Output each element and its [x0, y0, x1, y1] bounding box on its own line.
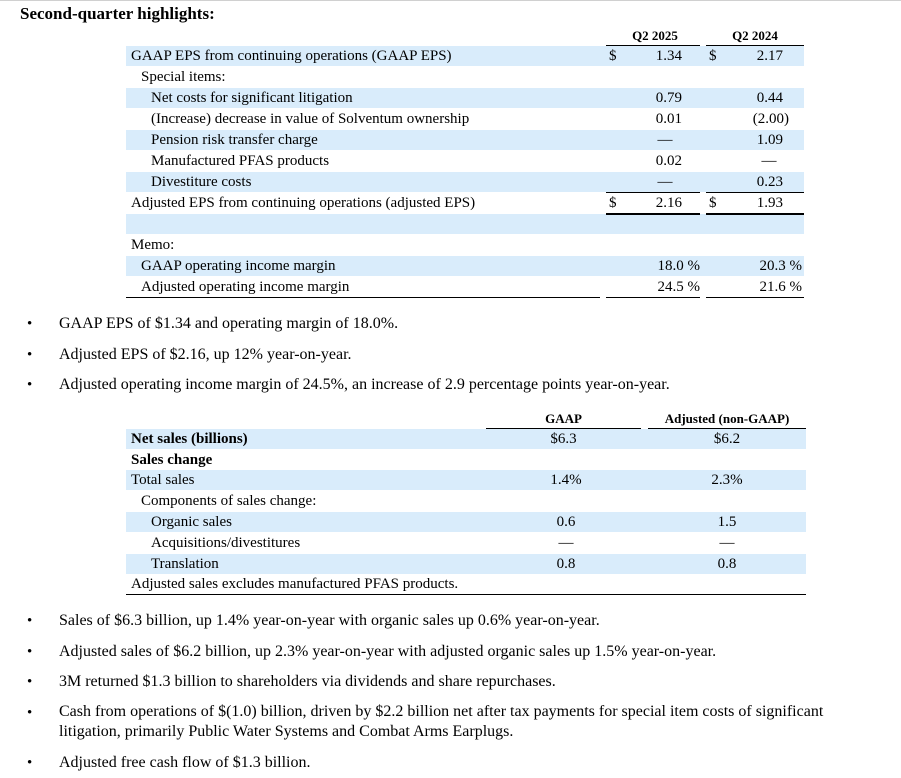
sales-row-label: Total sales [131, 472, 195, 488]
bullet-text: 3M returned $1.3 billion to shareholders… [59, 673, 556, 690]
total-double-rule [706, 213, 804, 215]
eps-value: (2.00) [752, 111, 789, 127]
currency-symbol: $ [609, 195, 617, 211]
eps-col2-header: Q2 2024 [732, 28, 778, 43]
bullet-text: Adjusted free cash flow of $1.3 billion. [59, 754, 311, 771]
bullet-glyph: • [27, 705, 33, 721]
eps-row-band [126, 88, 804, 108]
bullet-text: GAAP EPS of $1.34 and operating margin o… [59, 315, 399, 332]
memo-bottom-rule [126, 297, 600, 298]
sales-row-label: Acquisitions/divestitures [151, 535, 301, 551]
eps-row-label: Pension risk transfer charge [151, 132, 318, 148]
eps-row-label: GAAP EPS from continuing operations (GAA… [131, 48, 452, 64]
subtotal-rule [706, 192, 804, 193]
sales-value: 0.8 [556, 556, 576, 572]
eps-value: 0.01 [655, 111, 682, 127]
eps-row-band [126, 256, 804, 276]
sales-value: 1.4% [550, 472, 582, 488]
bullet-text: Sales of $6.3 billion, up 1.4% year-on-y… [59, 612, 600, 629]
eps-col1-header: Q2 2025 [632, 28, 678, 43]
memo-value: 18.0 % [657, 258, 701, 274]
currency-symbol: $ [709, 195, 717, 211]
eps-value: 2.17 [756, 48, 783, 64]
eps-value: 1.34 [655, 48, 682, 64]
eps-row-label: Special items: [141, 69, 226, 85]
eps-row-label: Manufactured PFAS products [151, 153, 330, 169]
sales-row-label: Translation [151, 556, 219, 572]
sales-row-band [126, 470, 806, 490]
total-double-rule [606, 213, 700, 215]
sales-value: 1.5 [717, 514, 737, 530]
eps-value: 0.44 [756, 90, 783, 106]
bullet-text: Adjusted operating income margin of 24.5… [59, 376, 670, 393]
eps-value: — [761, 153, 777, 169]
sales-bottom-rule [126, 594, 806, 595]
bullet-glyph: • [27, 377, 33, 393]
currency-symbol: $ [609, 48, 617, 64]
eps-row-label: Net costs for significant litigation [151, 90, 353, 106]
sales-row-label: Net sales (billions) [131, 431, 248, 447]
eps-row-band [126, 130, 804, 150]
sales-value: $6.3 [550, 431, 577, 447]
sales-col1-header-rule [486, 428, 641, 429]
bullet-glyph: • [27, 316, 33, 332]
page-title: Second-quarter highlights: [20, 4, 215, 23]
sales-col2-header: Adjusted (non-GAAP) [664, 411, 790, 426]
bullet-glyph: • [27, 674, 33, 690]
bullet-glyph: • [27, 644, 33, 660]
top-rule [0, 0, 901, 1]
sales-row-band [126, 554, 806, 574]
sales-value: — [558, 535, 574, 551]
sales-value: 2.3% [711, 472, 743, 488]
eps-value: — [657, 174, 673, 190]
eps-value: 0.23 [756, 174, 783, 190]
memo-bottom-rule [706, 297, 804, 298]
sales-row-label: Components of sales change: [141, 493, 317, 509]
memo-bottom-rule [606, 297, 700, 298]
eps-row-band [126, 214, 804, 234]
sales-footnote: Adjusted sales excludes manufactured PFA… [131, 576, 459, 592]
currency-symbol: $ [709, 48, 717, 64]
memo-value: 24.5 % [657, 279, 701, 295]
sales-row-label: Sales change [131, 452, 213, 468]
sales-value: 0.8 [717, 556, 737, 572]
eps-value: 0.79 [655, 90, 682, 106]
bullet-text-continuation: litigation, primarily Public Water Syste… [59, 723, 514, 740]
sales-row-band [126, 512, 806, 532]
bullet-glyph: • [27, 347, 33, 363]
memo-row-label: GAAP operating income margin [141, 258, 336, 274]
eps-row-label: Adjusted EPS from continuing operations … [131, 195, 476, 211]
memo-label: Memo: [131, 237, 175, 253]
memo-value: 20.3 % [759, 258, 803, 274]
eps-value: 1.09 [756, 132, 783, 148]
sales-row-band [126, 429, 806, 449]
eps-col2-header-rule [706, 45, 804, 46]
bullet-text: Adjusted sales of $6.2 billion, up 2.3% … [59, 643, 717, 660]
memo-value: 21.6 % [759, 279, 803, 295]
sales-value: — [719, 535, 735, 551]
memo-row-label: Adjusted operating income margin [141, 279, 350, 295]
sales-value: 0.6 [556, 514, 576, 530]
eps-row-band [126, 172, 804, 192]
sales-row-label: Organic sales [151, 514, 232, 530]
eps-col1-header-rule [606, 45, 700, 46]
sales-col1-header: GAAP [545, 411, 582, 426]
sales-value: $6.2 [713, 431, 741, 447]
eps-row-label: Divestiture costs [151, 174, 252, 190]
subtotal-rule [606, 192, 700, 193]
bullet-glyph: • [27, 613, 33, 629]
eps-row-band [126, 46, 804, 66]
bullet-text: Adjusted EPS of $2.16, up 12% year-on-ye… [59, 346, 352, 363]
bullet-text: Cash from operations of $(1.0) billion, … [59, 703, 824, 720]
sales-col2-header-rule [648, 428, 806, 429]
eps-value: 0.02 [655, 153, 682, 169]
bullet-glyph: • [27, 755, 33, 771]
eps-value: 1.93 [756, 195, 783, 211]
eps-value: — [657, 132, 673, 148]
eps-row-label: (Increase) decrease in value of Solventu… [151, 111, 470, 127]
eps-value: 2.16 [655, 195, 682, 211]
